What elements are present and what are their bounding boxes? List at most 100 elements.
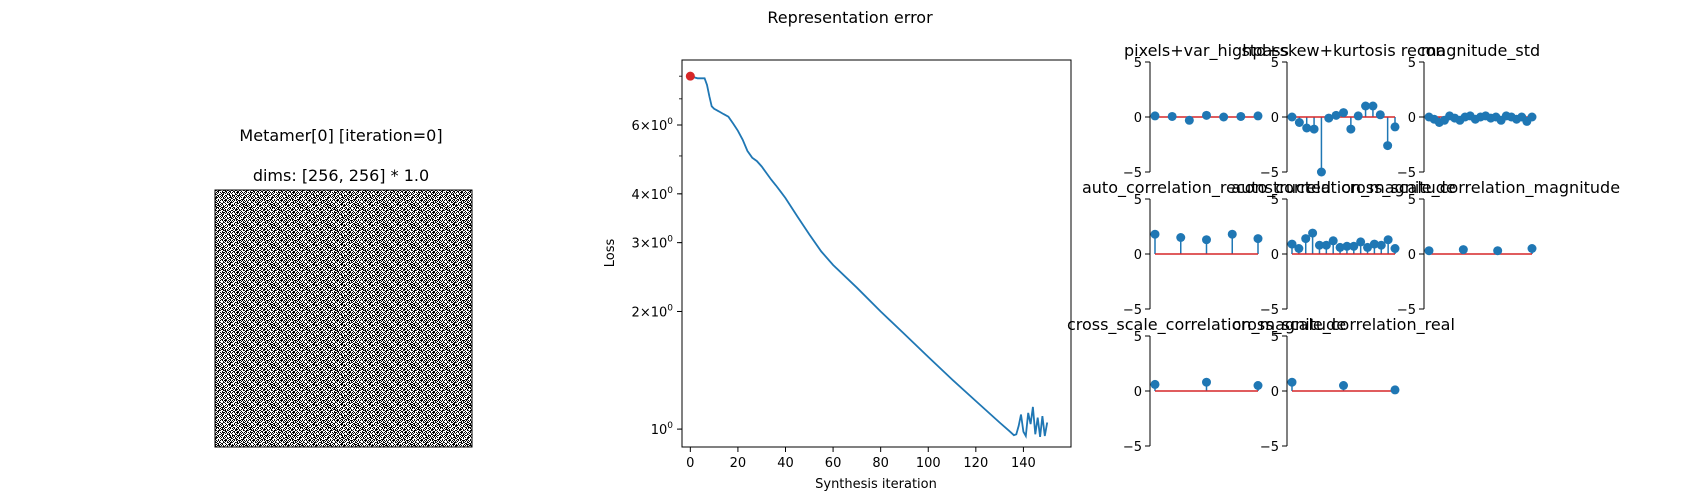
y-tick-label: 0 — [1408, 111, 1416, 126]
stem-marker — [1287, 239, 1297, 249]
metamer-image-frame — [214, 189, 473, 448]
y-tick-label: −5 — [1123, 440, 1142, 455]
stem-marker — [1353, 111, 1363, 121]
loss-ylabel: Loss — [603, 239, 618, 268]
stem-marker — [1294, 244, 1304, 253]
stem-marker — [1346, 124, 1356, 134]
metamer-panel: Metamer[0] [iteration=0] dims: [256, 256… — [214, 126, 473, 448]
stem-marker — [1301, 234, 1311, 244]
stem-subplot: 5 0 −5 cross_scale_correlation_magnitude — [1341, 178, 1620, 318]
x-tick-label: 100 — [916, 456, 941, 471]
stem-marker — [1287, 112, 1297, 122]
y-tick-label: 100 — [651, 421, 674, 438]
stem-marker — [1202, 110, 1211, 120]
stem-marker — [1335, 242, 1345, 252]
stem-marker — [1287, 377, 1297, 387]
y-tick-label: 5 — [1408, 193, 1416, 208]
y-tick-label: −5 — [1397, 166, 1416, 181]
y-tick-label: 5 — [1134, 56, 1142, 71]
stem-subplot: 5 0 −5 auto_correlation_magnitude — [1231, 178, 1455, 318]
y-tick-label: 6×100 — [632, 117, 674, 134]
y-tick-label: 0 — [1271, 248, 1279, 263]
y-tick-label: 0 — [1134, 385, 1142, 400]
stem-marker — [1202, 377, 1211, 387]
stem-subplot-title: cross_scale_correlation_magnitude — [1067, 315, 1346, 335]
stem-marker — [1339, 108, 1348, 118]
stem-marker — [1458, 245, 1468, 255]
stem-marker — [1253, 381, 1263, 390]
stem-marker — [1150, 379, 1160, 389]
stem-marker — [1339, 381, 1348, 390]
x-tick-label: 20 — [730, 456, 747, 471]
y-tick-label: 0 — [1134, 248, 1142, 263]
x-tick-label: 120 — [963, 456, 988, 471]
stem-subplot-title: cross_scale_correlation_real — [1232, 315, 1455, 335]
stem-subplot: 5 0 −5 pixels+var_highpass — [1123, 41, 1289, 181]
y-tick-label: −5 — [1123, 303, 1142, 318]
stem-subplot: 5 0 −5 auto_correlation_reconstructed — [1082, 178, 1331, 318]
stem-marker — [1219, 112, 1229, 122]
stem-marker — [1236, 111, 1246, 121]
y-tick-label: 5 — [1134, 330, 1142, 345]
x-tick-label: 40 — [777, 456, 794, 471]
stem-subplot: 5 0 −5 std+skew+kurtosis recon — [1241, 41, 1445, 181]
metamer-image-noise — [215, 190, 472, 447]
y-tick-label: 4×100 — [632, 186, 674, 203]
stem-marker — [1302, 123, 1312, 133]
stem-subplot-title: std+skew+kurtosis recon — [1241, 41, 1445, 60]
y-tick-label: 0 — [1408, 248, 1416, 263]
stem-marker — [1356, 237, 1366, 247]
stem-marker — [1316, 167, 1326, 177]
representation-error-title: Representation error — [767, 8, 933, 27]
y-tick-label: −5 — [1397, 303, 1416, 318]
stem-marker — [1390, 122, 1400, 132]
stem-marker — [1328, 236, 1338, 246]
y-tick-label: 0 — [1271, 385, 1279, 400]
stem-marker — [1184, 115, 1194, 125]
stem-marker — [1321, 240, 1331, 250]
stem-marker — [1424, 246, 1434, 256]
stem-marker — [1383, 235, 1393, 245]
y-tick-label: −5 — [1123, 166, 1142, 181]
stem-marker — [1314, 240, 1324, 250]
stem-marker — [1294, 118, 1304, 127]
stem-marker — [1253, 111, 1263, 121]
stem-subplot-title: pixels+var_highpass — [1124, 41, 1289, 61]
stem-marker — [1308, 228, 1318, 238]
stem-marker — [1167, 111, 1177, 121]
stem-marker — [1150, 111, 1160, 121]
representation-error-stem-plots: 50−5pixels+var_highpass50−5std+skew+kurt… — [1067, 41, 1620, 455]
stem-marker — [1176, 233, 1186, 242]
stem-marker — [1369, 239, 1379, 249]
stem-marker — [1150, 229, 1160, 239]
loss-chart: 0 20 40 60 80 100 120 140 100 2×100 3×100 4×100 6×10… — [603, 59, 1072, 492]
loss-series-line — [690, 75, 1049, 439]
x-tick-label: 0 — [686, 456, 694, 471]
stem-marker — [1227, 229, 1237, 239]
x-tick-label: 140 — [1011, 456, 1036, 471]
stem-marker — [1361, 101, 1371, 111]
stem-marker — [1324, 113, 1334, 123]
y-tick-label: 3×100 — [632, 235, 674, 252]
y-tick-label: −5 — [1260, 440, 1279, 455]
loss-xlabel: Synthesis iteration — [815, 477, 937, 492]
y-tick-label: 5 — [1271, 193, 1279, 208]
stem-marker — [1390, 244, 1400, 253]
stem-subplot-title: cross_scale_correlation_magnitude — [1341, 178, 1620, 198]
stem-marker — [1309, 124, 1319, 134]
metamer-title: Metamer[0] [iteration=0] — [239, 126, 442, 145]
x-tick-label: 60 — [825, 456, 842, 471]
stem-marker — [1390, 385, 1400, 395]
y-tick-label: 0 — [1271, 111, 1279, 126]
loss-plot-frame — [681, 59, 1072, 448]
stem-marker — [1363, 242, 1373, 252]
stem-marker — [1375, 110, 1385, 120]
stem-subplot: 5 0 −5 cross_scale_correlation_real — [1232, 315, 1455, 455]
stem-marker — [1368, 101, 1378, 111]
stem-marker — [1349, 241, 1359, 251]
y-tick-label: 5 — [1408, 56, 1416, 71]
metamer-dims-label: dims: [256, 256] * 1.0 — [253, 166, 429, 185]
x-tick-label: 80 — [872, 456, 889, 471]
y-tick-label: 5 — [1271, 56, 1279, 71]
